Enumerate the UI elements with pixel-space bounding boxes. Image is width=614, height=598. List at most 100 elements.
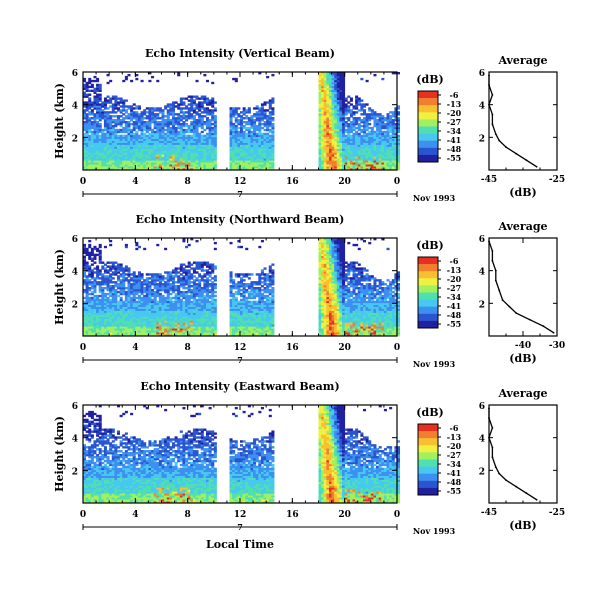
heatmap-cell: [166, 271, 170, 274]
heatmap-cell: [88, 117, 92, 120]
heatmap-cell: [106, 144, 110, 147]
heatmap-cell: [130, 144, 134, 147]
heatmap-cell: [88, 160, 92, 163]
heatmap-cell: [130, 79, 134, 83]
heatmap-cell: [169, 154, 173, 157]
heatmap-cell: [347, 101, 351, 104]
heatmap-cell: [93, 97, 97, 100]
heatmap-cell: [365, 132, 369, 136]
heatmap-cell: [109, 124, 113, 128]
heatmap-cell: [192, 154, 196, 157]
heatmap-cell: [106, 138, 110, 141]
heatmap-cell: [96, 89, 100, 92]
heatmap-cell: [323, 85, 327, 89]
heatmap-cell: [148, 148, 152, 151]
heatmap-cell: [331, 111, 335, 114]
heatmap-cell: [109, 132, 113, 136]
heatmap-cell: [96, 97, 100, 100]
heatmap-cell: [321, 124, 325, 128]
heatmap-cell: [260, 107, 264, 110]
heatmap-cell: [250, 142, 254, 145]
heatmap-cell: [96, 142, 100, 145]
heatmap-cell: [88, 146, 92, 149]
heatmap-cell: [331, 109, 335, 112]
heatmap-cell: [328, 105, 332, 108]
heatmap-cell: [211, 156, 215, 159]
heatmap-cell: [83, 115, 87, 118]
heatmap-cell: [185, 97, 189, 100]
heatmap-cell: [195, 103, 199, 106]
heatmap-cell: [260, 142, 264, 145]
heatmap-cell: [318, 158, 322, 161]
heatmap-cell: [187, 109, 191, 112]
heatmap-cell: [357, 132, 361, 136]
heatmap-cell: [203, 97, 207, 100]
heatmap-cell: [205, 164, 209, 167]
heatmap-cell: [145, 128, 149, 132]
heatmap-cell: [145, 138, 149, 141]
heatmap-cell: [151, 152, 155, 155]
heatmap-cell: [103, 160, 107, 163]
heatmap-cell: [90, 263, 94, 266]
heatmap-cell: [119, 130, 123, 134]
heatmap-cell: [192, 162, 196, 165]
heatmap-cell: [260, 162, 264, 165]
heatmap-cell: [140, 296, 144, 300]
heatmap-cell: [211, 128, 215, 132]
heatmap-cell: [143, 162, 147, 165]
heatmap-cell: [119, 144, 123, 147]
heatmap-cell: [111, 150, 115, 153]
heatmap-cell: [229, 122, 233, 126]
heatmap-cell: [140, 164, 144, 167]
heatmap-cell: [109, 130, 113, 134]
heatmap-cell: [153, 158, 157, 161]
heatmap-cell: [88, 128, 92, 132]
heatmap-cell: [101, 144, 105, 147]
heatmap-cell: [106, 95, 110, 98]
heatmap-cell: [253, 121, 257, 124]
heatmap-cell: [135, 124, 139, 128]
heatmap-cell: [179, 142, 183, 145]
heatmap-cell: [213, 115, 217, 118]
heatmap-cell: [90, 132, 94, 136]
heatmap-cell: [98, 168, 102, 171]
heatmap-cell: [158, 124, 162, 128]
heatmap-cell: [179, 103, 183, 106]
heatmap-cell: [96, 265, 100, 268]
heatmap-cell: [326, 99, 330, 102]
heatmap-cell: [166, 121, 170, 124]
day-label: 7: [237, 189, 243, 199]
heatmap-cell: [124, 109, 128, 112]
heatmap-cell: [234, 128, 238, 132]
heatmap-cell: [101, 287, 105, 290]
heatmap-cell: [124, 115, 128, 118]
heatmap-cell: [143, 117, 147, 120]
heatmap-cell: [88, 105, 92, 108]
heatmap-cell: [349, 97, 353, 100]
heatmap-cell: [106, 162, 110, 165]
heatmap-cell: [153, 122, 157, 126]
heatmap-cell: [258, 117, 262, 120]
heatmap-cell: [211, 81, 215, 85]
heatmap-cell: [268, 162, 272, 165]
heatmap-cell: [137, 115, 141, 118]
heatmap-cell: [321, 93, 325, 96]
heatmap-cell: [208, 130, 212, 134]
heatmap-cell: [190, 273, 194, 276]
heatmap-cell: [85, 115, 89, 118]
heatmap-cell: [83, 162, 87, 165]
heatmap-cell: [240, 162, 244, 165]
heatmap-cell: [109, 138, 113, 141]
heatmap-cell: [271, 156, 275, 159]
heatmap-cell: [192, 160, 196, 163]
heatmap-cell: [258, 162, 262, 165]
heatmap-cell: [111, 148, 115, 151]
heatmap-cell: [205, 134, 209, 138]
heatmap-cell: [331, 152, 335, 155]
heatmap-cell: [140, 273, 144, 276]
heatmap-cell: [242, 150, 246, 153]
heatmap-cell: [83, 160, 87, 163]
heatmap-cell: [88, 251, 92, 255]
heatmap-cell: [114, 136, 118, 140]
heatmap-cell: [164, 132, 168, 136]
